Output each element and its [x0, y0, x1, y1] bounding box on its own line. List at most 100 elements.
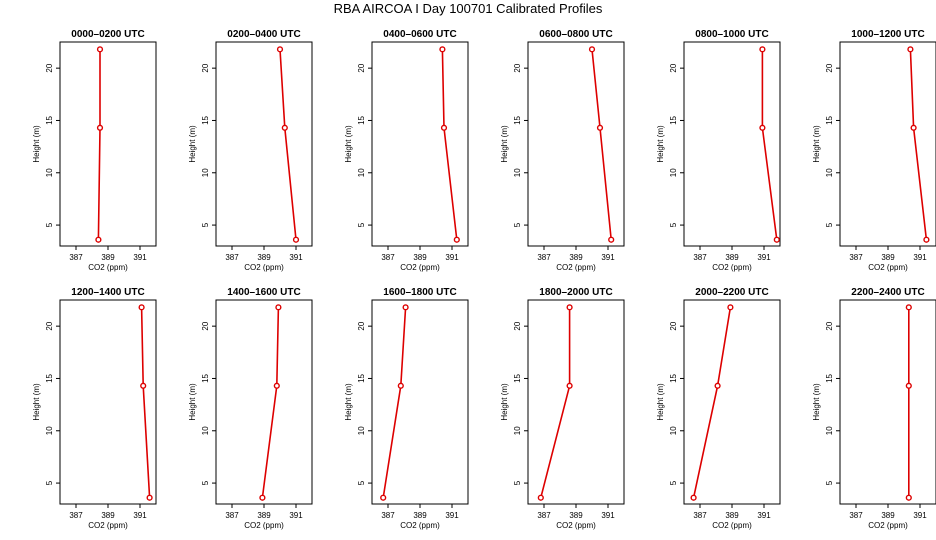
- y-axis-label: Height (m): [344, 125, 353, 163]
- y-tick-label: 20: [357, 321, 366, 330]
- x-tick-label: 391: [601, 511, 615, 520]
- y-tick-label: 5: [45, 480, 54, 485]
- x-axis-label: CO2 (ppm): [868, 263, 908, 272]
- profile-point: [276, 46, 284, 53]
- profile-point: [905, 382, 912, 389]
- x-tick-label: 391: [445, 253, 459, 262]
- profile-point: [96, 124, 104, 131]
- y-axis-label: Height (m): [656, 125, 665, 163]
- y-tick-label: 5: [45, 222, 54, 227]
- profile-point: [397, 382, 404, 389]
- x-tick-label: 391: [133, 511, 147, 520]
- y-tick-label: 5: [513, 480, 522, 485]
- y-tick-label: 15: [45, 115, 54, 124]
- y-axis-label: Height (m): [32, 125, 41, 163]
- profile-point: [292, 236, 300, 243]
- profile-line: [140, 307, 151, 498]
- panel-title: 1800–2000 UTC: [539, 287, 612, 298]
- panel-title: 0000–0200 UTC: [71, 29, 144, 40]
- x-tick-label: 389: [413, 253, 427, 262]
- y-tick-label: 5: [201, 480, 210, 485]
- profile-point: [440, 124, 448, 131]
- y-tick-label: 10: [825, 168, 834, 177]
- profile-line: [909, 49, 928, 240]
- y-tick-label: 15: [357, 115, 366, 124]
- y-tick-label: 10: [825, 426, 834, 435]
- panel-title: 1600–1800 UTC: [383, 287, 456, 298]
- profile-point: [138, 304, 145, 311]
- x-axis-label: CO2 (ppm): [712, 263, 752, 272]
- x-axis-label: CO2 (ppm): [88, 263, 128, 272]
- y-tick-label: 20: [357, 63, 366, 72]
- plot-frame: [527, 299, 625, 505]
- profile-point: [146, 494, 153, 501]
- panel-title: 2200–2400 UTC: [851, 287, 924, 298]
- y-axis-label: Height (m): [500, 383, 509, 421]
- x-axis-label: CO2 (ppm): [556, 263, 596, 272]
- profile-point: [923, 236, 930, 243]
- x-axis-label: CO2 (ppm): [400, 263, 440, 272]
- y-tick-label: 15: [825, 115, 834, 124]
- x-tick-label: 387: [693, 253, 707, 262]
- x-tick-label: 389: [101, 511, 115, 520]
- x-tick-label: 391: [289, 511, 303, 520]
- y-tick-label: 5: [357, 480, 366, 485]
- profile-point: [759, 124, 766, 131]
- profile-point: [439, 46, 446, 53]
- profile-point: [281, 124, 288, 131]
- x-tick-label: 389: [101, 253, 115, 262]
- y-axis-label: Height (m): [812, 383, 821, 421]
- x-tick-label: 387: [225, 511, 239, 520]
- y-tick-label: 20: [513, 63, 522, 72]
- y-tick-label: 20: [669, 321, 678, 330]
- y-tick-label: 15: [513, 373, 522, 382]
- x-tick-label: 387: [537, 253, 551, 262]
- x-tick-label: 391: [913, 511, 927, 520]
- y-axis-label: Height (m): [812, 125, 821, 163]
- y-tick-label: 10: [669, 426, 678, 435]
- panel-title: 0200–0400 UTC: [227, 29, 300, 40]
- y-tick-label: 5: [357, 222, 366, 227]
- y-tick-label: 20: [45, 63, 54, 72]
- panel-title: 1000–1200 UTC: [851, 29, 924, 40]
- x-tick-label: 387: [381, 511, 395, 520]
- profile-point: [453, 236, 460, 243]
- profile-point: [910, 124, 917, 131]
- y-tick-label: 10: [357, 168, 366, 177]
- profile-point: [273, 382, 280, 389]
- x-tick-label: 389: [725, 253, 739, 262]
- x-axis-label: CO2 (ppm): [712, 521, 752, 530]
- y-tick-label: 5: [669, 222, 678, 227]
- y-tick-label: 10: [45, 168, 54, 177]
- x-axis-label: CO2 (ppm): [400, 521, 440, 530]
- y-tick-label: 5: [669, 480, 678, 485]
- profile-point: [596, 124, 604, 131]
- y-tick-label: 15: [669, 115, 678, 124]
- profile-point: [690, 494, 697, 501]
- x-axis-label: CO2 (ppm): [88, 521, 128, 530]
- x-tick-label: 389: [569, 511, 583, 520]
- y-tick-label: 5: [825, 222, 834, 227]
- profile-point: [727, 304, 734, 311]
- profile-point: [905, 304, 912, 311]
- x-tick-label: 387: [225, 253, 239, 262]
- x-axis-label: CO2 (ppm): [244, 263, 284, 272]
- y-tick-label: 15: [669, 373, 678, 382]
- y-tick-label: 10: [669, 168, 678, 177]
- profile-line: [692, 307, 732, 498]
- profile-line: [382, 307, 407, 498]
- profile-point: [905, 494, 912, 501]
- x-tick-label: 389: [725, 511, 739, 520]
- profile-point: [96, 46, 104, 53]
- x-tick-label: 387: [69, 253, 83, 262]
- panel-title: 1400–1600 UTC: [227, 287, 300, 298]
- page-title: RBA AIRCOA I Day 100701 Calibrated Profi…: [333, 1, 603, 16]
- x-tick-label: 389: [257, 253, 271, 262]
- y-tick-label: 15: [825, 373, 834, 382]
- profile-line: [441, 49, 458, 240]
- x-tick-label: 391: [289, 253, 303, 262]
- plot-frame: [215, 299, 313, 505]
- x-tick-label: 391: [757, 511, 771, 520]
- profile-point: [608, 236, 615, 243]
